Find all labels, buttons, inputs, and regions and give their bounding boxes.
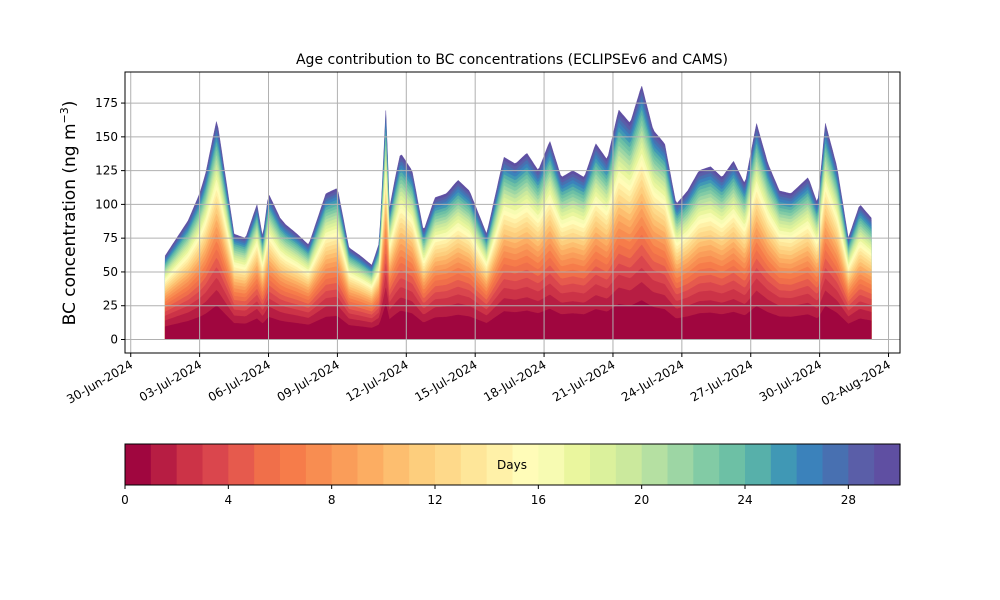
colorbar-segment [770, 444, 798, 485]
y-tick-label: 150 [95, 130, 118, 144]
y-tick-label: 25 [103, 299, 118, 313]
y-axis-label-superscript: −3 [58, 107, 71, 123]
colorbar-segment [796, 444, 824, 485]
colorbar-tick-label: 4 [225, 493, 233, 507]
colorbar-segment [409, 444, 436, 485]
x-tick-label: 30-Jul-2024 [757, 357, 824, 404]
age-layer-day-0 [165, 300, 872, 340]
x-tick-label: 24-Jul-2024 [619, 357, 686, 404]
x-tick-label: 09-Jul-2024 [275, 357, 342, 404]
x-tick-label: 06-Jul-2024 [206, 357, 273, 404]
y-tick-label: 0 [110, 332, 118, 346]
colorbar-segment [590, 444, 617, 485]
colorbar-segment [745, 444, 772, 485]
x-tick-label: 30-Jun-2024 [64, 357, 135, 406]
colorbar-segment [486, 444, 514, 485]
y-tick-label: 100 [95, 197, 118, 211]
colorbar-segment [435, 444, 462, 485]
colorbar-tick-label: 8 [328, 493, 336, 507]
colorbar-segment [150, 444, 178, 485]
colorbar-frame [124, 443, 901, 486]
colorbar-segment [564, 444, 591, 485]
colorbar-segment [254, 444, 281, 485]
grid-lines [125, 72, 900, 353]
x-tick-label: 02-Aug-2024 [819, 357, 893, 408]
x-tick-label: 15-Jul-2024 [412, 357, 479, 404]
x-tick-label: 03-Jul-2024 [137, 357, 204, 404]
colorbar-segment [615, 444, 643, 485]
stacked-area-layers [165, 85, 872, 340]
chart-title: Age contribution to BC concentrations (E… [296, 52, 728, 68]
colorbar-segment [176, 444, 204, 485]
colorbar-segment [719, 444, 746, 485]
colorbar-segment [667, 444, 694, 485]
x-axis-ticks: 30-Jun-2024 03-Jul-2024 06-Jul-2024 09-Jul-… [64, 353, 893, 408]
colorbar-tick-label: 12 [427, 493, 442, 507]
colorbar-tick-label: 0 [121, 493, 129, 507]
colorbar-segment [512, 444, 539, 485]
colorbar-segment [822, 444, 849, 485]
colorbar-segment [305, 444, 333, 485]
colorbar-segment [538, 444, 565, 485]
colorbar-segment [874, 444, 901, 485]
y-tick-label: 125 [95, 164, 118, 178]
colorbar-segment [331, 444, 359, 485]
colorbar-segment [228, 444, 255, 485]
y-axis-label-main: BC concentration (ng m [60, 123, 80, 325]
colorbar-segment [460, 444, 488, 485]
colorbar-tick-label: 16 [531, 493, 546, 507]
colorbar-label: Days [497, 458, 527, 472]
x-tick-label: 18-Jul-2024 [481, 357, 548, 404]
colorbar: 0 4 8 12 16 20 24 28 [121, 443, 901, 507]
colorbar-segment [693, 444, 720, 485]
colorbar-tick-label: 28 [841, 493, 856, 507]
colorbar-tick-label: 20 [634, 493, 649, 507]
colorbar-tick-label: 24 [737, 493, 752, 507]
y-tick-label: 50 [103, 265, 118, 279]
colorbar-segment [280, 444, 307, 485]
y-axis-label: BC concentration (ng m−3) [58, 101, 80, 326]
colorbar-segment [125, 444, 152, 485]
colorbar-segment [383, 444, 410, 485]
y-axis-label-close: ) [60, 101, 80, 108]
colorbar-segment [357, 444, 384, 485]
x-tick-label: 27-Jul-2024 [688, 357, 755, 404]
colorbar-segment [848, 444, 875, 485]
plot-frame [124, 71, 901, 354]
colorbar-segment [641, 444, 669, 485]
colorbar-segment [202, 444, 229, 485]
y-tick-label: 175 [95, 96, 118, 110]
y-axis-ticks: 0 25 50 75 100 125 150 175 [95, 96, 125, 346]
y-tick-label: 75 [103, 231, 118, 245]
x-tick-label: 21-Jul-2024 [550, 357, 617, 404]
x-tick-label: 12-Jul-2024 [343, 357, 410, 404]
